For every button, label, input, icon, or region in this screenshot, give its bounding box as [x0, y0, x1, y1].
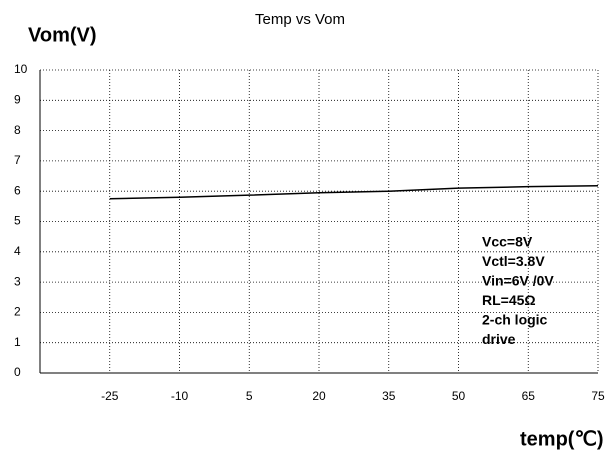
- x-tick-label: -10: [171, 389, 189, 403]
- y-tick-label: 10: [14, 62, 28, 76]
- y-tick-label: 6: [14, 183, 21, 197]
- annotation-line: drive: [482, 331, 516, 347]
- y-tick-label: 7: [14, 153, 21, 167]
- x-tick-label: 65: [522, 389, 536, 403]
- chart-title: Temp vs Vom: [255, 11, 345, 28]
- annotation-line: Vctl=3.8V: [482, 253, 545, 269]
- y-tick-label: 2: [14, 305, 21, 319]
- y-tick-label: 1: [14, 335, 21, 349]
- x-tick-label: -25: [101, 389, 119, 403]
- x-tick-label: 20: [312, 389, 326, 403]
- annotation-line: Vcc=8V: [482, 234, 533, 250]
- x-tick-label: 75: [591, 389, 605, 403]
- y-tick-label: 0: [14, 365, 21, 379]
- x-tick-label: 5: [246, 389, 253, 403]
- annotation-line: RL=45Ω: [482, 292, 536, 308]
- annotation-line: 2-ch logic: [482, 312, 548, 328]
- annotation-line: Vin=6V /0V: [482, 273, 554, 289]
- data-line: [109, 184, 599, 200]
- y-tick-label: 3: [14, 274, 21, 288]
- x-tick-label: 35: [382, 389, 396, 403]
- y-tick-label: 8: [14, 123, 21, 137]
- y-axis-label: Vom(V): [28, 24, 97, 46]
- x-axis-label: temp(℃): [520, 428, 604, 450]
- x-tick-label: 50: [452, 389, 466, 403]
- y-tick-label: 9: [14, 92, 21, 106]
- y-tick-label: 5: [14, 214, 21, 228]
- y-tick-label: 4: [14, 244, 21, 258]
